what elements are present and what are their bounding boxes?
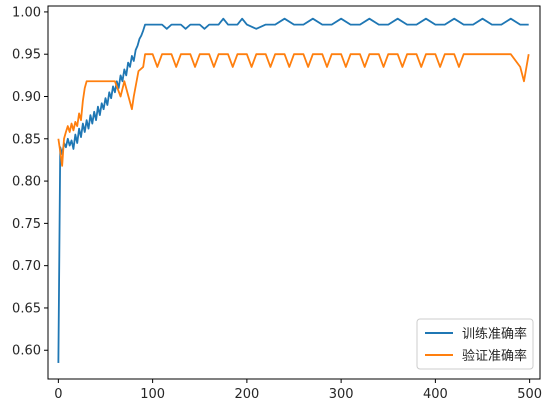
y-tick-label: 0.70 bbox=[12, 259, 41, 274]
y-tick-label: 0.85 bbox=[12, 132, 41, 147]
x-tick-label: 0 bbox=[54, 387, 62, 402]
plot-area-frame bbox=[47, 5, 541, 380]
y-tick-label: 0.95 bbox=[12, 48, 41, 63]
series-line-val bbox=[57, 53, 530, 167]
x-axis: 0 100 200 300 400 500 bbox=[54, 379, 542, 402]
y-tick-label: 0.65 bbox=[12, 301, 41, 316]
x-tick-label: 500 bbox=[517, 387, 542, 402]
y-tick-label: 0.90 bbox=[12, 90, 41, 105]
y-tick-label: 0.75 bbox=[12, 217, 41, 232]
legend-label-val: 验证准确率 bbox=[462, 348, 527, 364]
legend-box bbox=[416, 318, 534, 370]
legend: 训练准确率 验证准确率 bbox=[416, 318, 534, 370]
y-tick-label: 0.80 bbox=[12, 175, 41, 190]
x-tick-label: 400 bbox=[423, 387, 448, 402]
series-line-train bbox=[57, 17, 529, 363]
y-tick-label: 0.60 bbox=[12, 344, 41, 359]
x-tick-label: 300 bbox=[329, 387, 354, 402]
y-tick-label: 1.00 bbox=[12, 5, 41, 20]
series-lines bbox=[57, 17, 530, 363]
x-tick-label: 100 bbox=[140, 387, 165, 402]
legend-label-train: 训练准确率 bbox=[462, 326, 527, 342]
y-axis: 0.60 0.65 0.70 0.75 0.80 0.85 0.90 0.95 1.00 bbox=[12, 5, 48, 359]
x-tick-label: 200 bbox=[234, 387, 259, 402]
